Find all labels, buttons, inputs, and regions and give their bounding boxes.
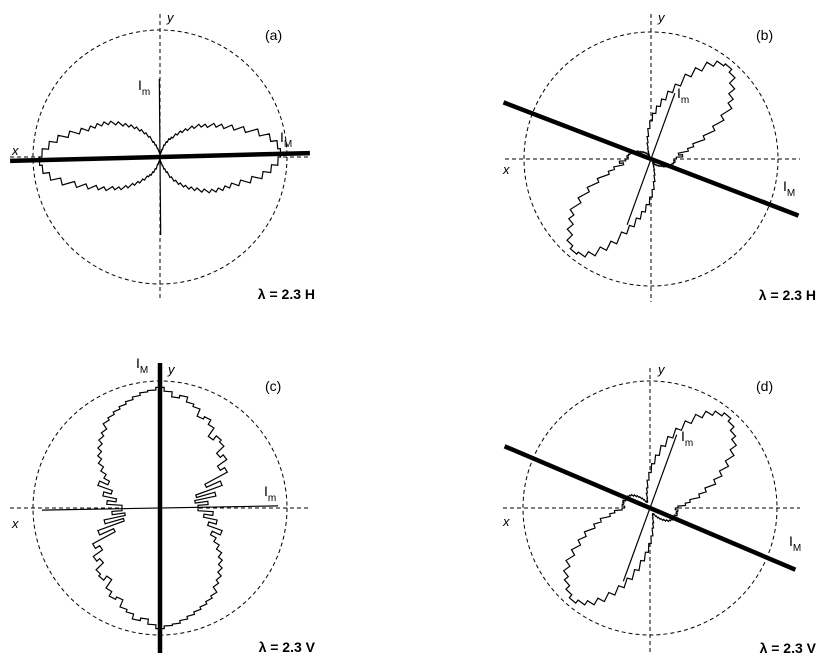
y-axis-label: y [167,362,176,377]
condition-label: λ = 2.3 H [759,287,816,303]
condition-label: λ = 2.3 V [259,639,316,655]
panel-label: (c) [265,378,281,394]
major-intensity-label: IM [280,129,292,150]
condition-label: λ = 2.3 H [258,286,315,302]
minor-intensity-label: Im [264,483,276,504]
unit-circle [523,31,779,287]
major-intensity-label: IM [136,355,148,376]
panel-b: x y (b) Im IM λ = 2.3 H [502,10,816,303]
minor-intensity-label: Im [681,428,693,449]
major-intensity-label: IM [789,533,801,554]
minor-intensity-label: Im [138,77,150,98]
panel-label: (d) [756,378,773,394]
panel-a: x y (a) Im IM λ = 2.3 H [10,10,315,302]
y-axis-label: y [657,362,666,377]
panel-label: (a) [265,27,282,43]
x-axis-label: x [502,162,510,177]
major-axis-line [502,100,800,218]
panel-c: x y (c) IM Im λ = 2.3 V [10,355,316,655]
x-axis-label: x [502,514,510,529]
major-axis-line [503,444,797,572]
major-axis-line [10,150,310,164]
major-intensity-label: IM [783,178,795,199]
x-axis-label: x [11,143,19,158]
minor-intensity-label: Im [677,85,689,106]
x-axis-label: x [11,516,19,531]
unit-circle [32,29,288,285]
y-axis-label: y [166,10,175,25]
panel-d: x y (d) Im IM λ = 2.3 V [502,362,817,656]
condition-label: λ = 2.3 V [760,640,817,656]
unit-circle [522,380,778,636]
y-axis-label: y [657,10,666,25]
panel-label: (b) [756,27,773,43]
